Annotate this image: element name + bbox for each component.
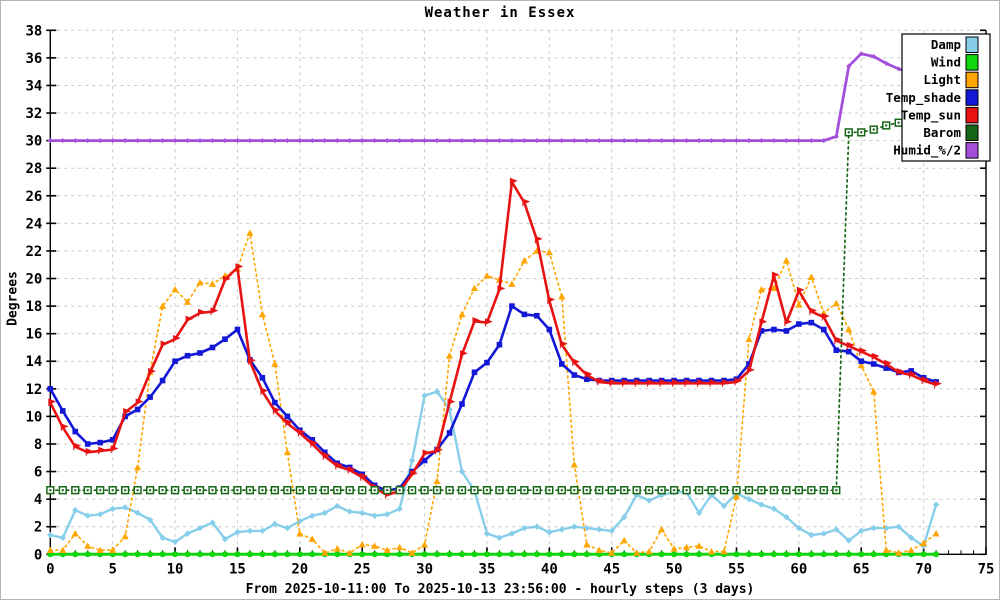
- svg-text:5: 5: [108, 561, 116, 577]
- series-light: [46, 229, 940, 556]
- plot-frame: [49, 30, 987, 555]
- series-wind: [47, 551, 940, 558]
- series-humid-2: [47, 51, 939, 144]
- svg-text:14: 14: [25, 354, 42, 370]
- svg-text:Temp_sun: Temp_sun: [901, 107, 961, 123]
- svg-text:32: 32: [25, 106, 42, 122]
- legend-item-wind: Wind: [931, 54, 979, 71]
- svg-text:Barom: Barom: [923, 125, 961, 140]
- x-axis-caption: From 2025-10-11:00 To 2025-10-13 23:56:0…: [245, 582, 755, 597]
- svg-text:18: 18: [25, 299, 42, 315]
- svg-text:6: 6: [34, 465, 42, 481]
- svg-text:26: 26: [25, 189, 42, 205]
- svg-text:50: 50: [666, 561, 683, 577]
- svg-text:24: 24: [25, 216, 42, 232]
- legend-item-damp: Damp: [931, 36, 979, 53]
- svg-text:20: 20: [291, 561, 308, 577]
- svg-text:30: 30: [25, 134, 42, 150]
- svg-text:65: 65: [853, 561, 870, 577]
- svg-text:0: 0: [34, 547, 42, 563]
- svg-text:4: 4: [34, 492, 42, 508]
- svg-text:Light: Light: [923, 72, 961, 87]
- series-markers-damp: [47, 388, 940, 550]
- svg-text:10: 10: [25, 409, 42, 425]
- svg-text:15: 15: [229, 561, 246, 577]
- series-markers-light: [46, 229, 940, 556]
- svg-text:22: 22: [25, 244, 42, 260]
- svg-text:2: 2: [34, 520, 42, 536]
- series-temp-sun: [48, 177, 942, 499]
- legend-swatch-temp-sun: [965, 106, 979, 124]
- series-damp: [47, 388, 940, 550]
- svg-text:Wind: Wind: [931, 55, 961, 70]
- svg-text:12: 12: [25, 382, 42, 398]
- svg-text:55: 55: [728, 561, 745, 577]
- svg-text:10: 10: [167, 561, 184, 577]
- legend-item-temp-shade: Temp_shade: [886, 89, 979, 106]
- svg-text:Temp_shade: Temp_shade: [886, 90, 962, 106]
- legend-swatch-barom: [965, 124, 979, 141]
- svg-text:16: 16: [25, 327, 42, 343]
- svg-text:8: 8: [34, 437, 42, 453]
- svg-text:20: 20: [25, 272, 42, 288]
- series-markers-temp-sun: [48, 177, 942, 499]
- svg-text:30: 30: [416, 561, 433, 577]
- svg-text:Damp: Damp: [931, 37, 961, 52]
- chart-title: Weather in Essex: [424, 5, 576, 21]
- legend-swatch-wind: [965, 54, 979, 71]
- legend-swatch-temp-shade: [965, 89, 979, 106]
- legend-swatch-light: [965, 71, 979, 89]
- svg-text:70: 70: [915, 561, 932, 577]
- legend-swatch-humid-2: [965, 142, 979, 159]
- svg-text:38: 38: [25, 23, 42, 39]
- gridlines: [50, 29, 987, 555]
- svg-text:25: 25: [354, 561, 371, 577]
- svg-text:36: 36: [25, 51, 42, 67]
- svg-text:40: 40: [541, 561, 558, 577]
- svg-text:Humid_%/2: Humid_%/2: [893, 143, 961, 159]
- legend-item-barom: Barom: [923, 124, 979, 141]
- legend-swatch-damp: [965, 36, 979, 53]
- legend-item-light: Light: [923, 71, 979, 89]
- svg-text:35: 35: [479, 561, 496, 577]
- legend-item-temp-sun: Temp_sun: [901, 106, 979, 124]
- series-markers-humid-2: [47, 51, 939, 144]
- svg-text:28: 28: [25, 161, 42, 177]
- svg-text:60: 60: [790, 561, 807, 577]
- svg-text:45: 45: [603, 561, 620, 577]
- svg-text:34: 34: [25, 78, 42, 94]
- legend-item-humid-2: Humid_%/2: [893, 142, 979, 159]
- svg-text:0: 0: [46, 561, 54, 577]
- svg-text:75: 75: [978, 561, 995, 577]
